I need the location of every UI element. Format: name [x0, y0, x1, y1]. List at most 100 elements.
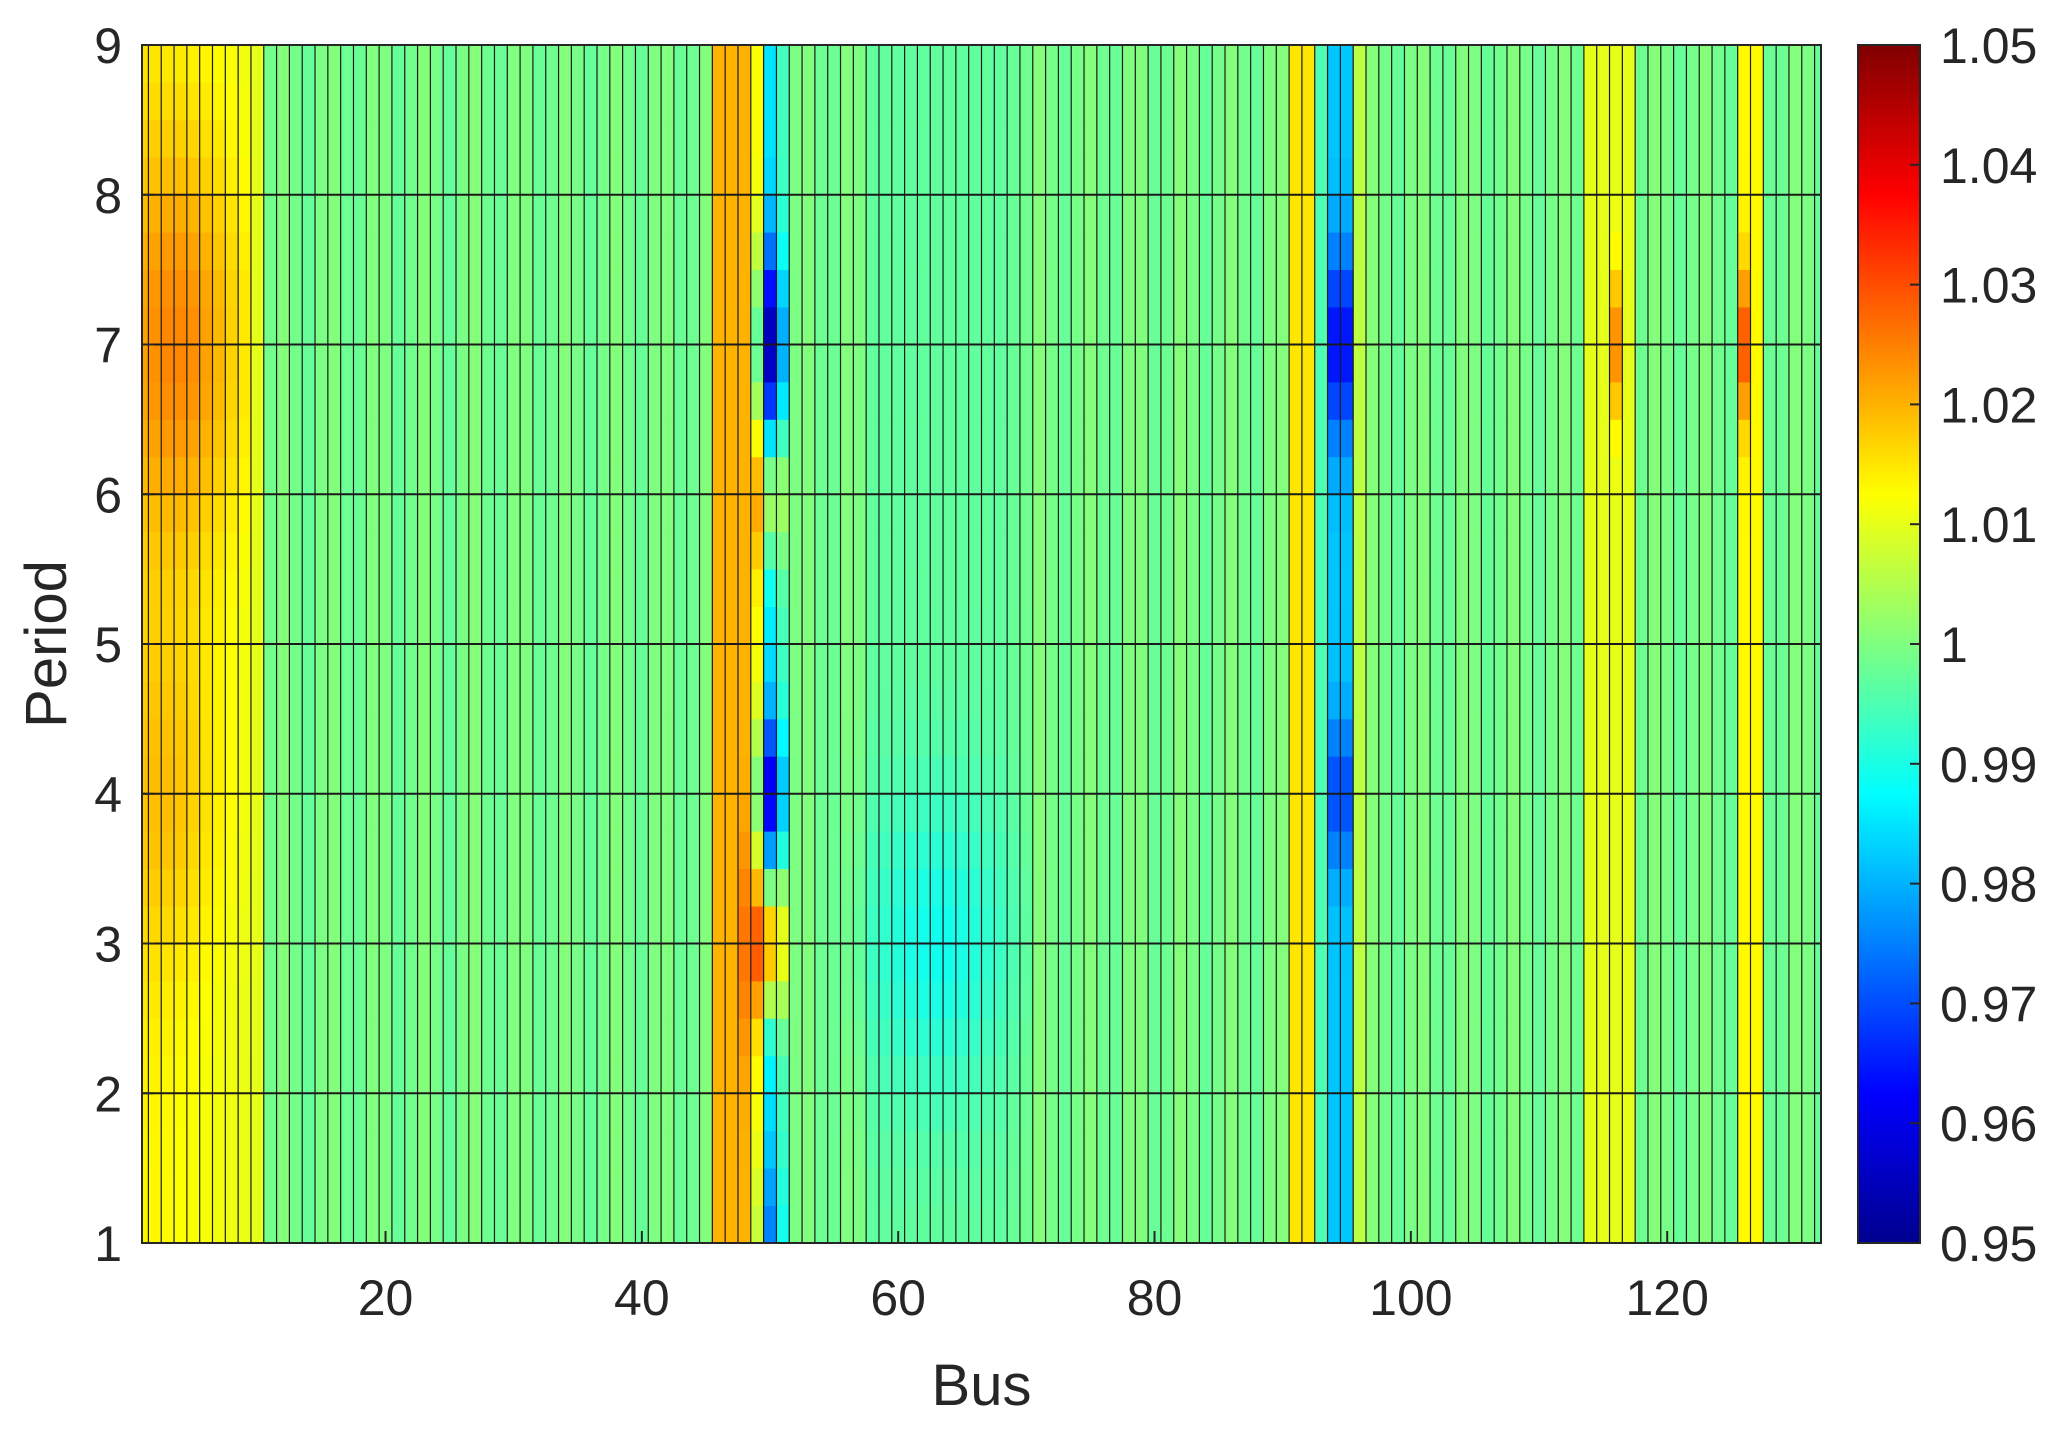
- heatmap-cell: [725, 831, 739, 870]
- heatmap-cell: [186, 644, 201, 682]
- heatmap-cell: [366, 119, 380, 158]
- heatmap-cell: [1673, 1205, 1687, 1244]
- heatmap-cell: [1122, 232, 1136, 271]
- heatmap-cell: [443, 831, 457, 870]
- heatmap-cell: [1609, 569, 1623, 607]
- heatmap-cell: [725, 606, 739, 645]
- heatmap-cell: [1724, 419, 1739, 458]
- heatmap-cell: [1058, 269, 1072, 308]
- heatmap-cell: [609, 906, 624, 944]
- heatmap-cell: [1699, 1093, 1713, 1132]
- heatmap-cell: [1724, 1130, 1739, 1169]
- heatmap-cell: [1545, 307, 1559, 345]
- heatmap-cell: [1699, 906, 1713, 944]
- heatmap-cell: [584, 606, 598, 645]
- heatmap-cell: [1263, 718, 1277, 757]
- heatmap-cell: [1712, 456, 1726, 495]
- heatmap-cell: [1237, 868, 1252, 907]
- heatmap-cell: [955, 1130, 970, 1169]
- heatmap-cell: [225, 269, 239, 308]
- heatmap-cell: [1506, 644, 1521, 682]
- heatmap-cell: [1340, 1018, 1354, 1057]
- heatmap-cell: [968, 269, 982, 308]
- heatmap-cell: [1404, 718, 1418, 757]
- heatmap-cell: [1071, 381, 1085, 420]
- heatmap-cell: [1545, 381, 1559, 420]
- heatmap-cell: [930, 793, 944, 832]
- heatmap-cell: [142, 157, 149, 196]
- heatmap-cell: [507, 531, 521, 570]
- heatmap-cell: [1314, 756, 1328, 795]
- heatmap-cell: [814, 232, 829, 271]
- heatmap-cell: [1289, 419, 1303, 458]
- heatmap-cell: [1045, 868, 1059, 907]
- heatmap-cell: [1366, 157, 1380, 196]
- heatmap-cell: [853, 756, 867, 795]
- heatmap-cell: [584, 906, 598, 944]
- heatmap-cell: [955, 456, 970, 495]
- heatmap-cell: [1558, 194, 1572, 233]
- heatmap-cell: [1532, 194, 1546, 233]
- heatmap-cell: [1314, 45, 1328, 83]
- heatmap-cell: [1468, 831, 1482, 870]
- heatmap-cell: [391, 381, 406, 420]
- heatmap-cell: [1442, 980, 1457, 1019]
- heatmap-cell: [1673, 831, 1687, 870]
- heatmap-cell: [1327, 1130, 1341, 1169]
- heatmap-cell: [443, 419, 457, 458]
- heatmap-cell: [327, 718, 342, 757]
- heatmap-cell: [814, 793, 829, 832]
- heatmap-cell: [1212, 157, 1226, 196]
- heatmap-cell: [955, 344, 970, 383]
- heatmap-cell: [712, 793, 726, 832]
- heatmap-cell: [417, 157, 431, 196]
- heatmap-cell: [853, 681, 867, 720]
- heatmap-cell: [1494, 756, 1508, 795]
- heatmap-cell: [1314, 307, 1328, 345]
- heatmap-cell: [340, 1018, 354, 1057]
- heatmap-cell: [1071, 531, 1085, 570]
- heatmap-cell: [673, 718, 688, 757]
- heatmap-cell: [1532, 980, 1546, 1019]
- heatmap-cell: [481, 82, 495, 121]
- heatmap-cell: [725, 45, 739, 83]
- heatmap-cell: [212, 232, 226, 271]
- heatmap-cell: [315, 344, 329, 383]
- heatmap-cell: [1712, 1018, 1726, 1057]
- heatmap-cell: [635, 194, 649, 233]
- heatmap-cell: [1391, 644, 1405, 682]
- heatmap-cell: [1571, 681, 1585, 720]
- heatmap-cell: [366, 381, 380, 420]
- heatmap-cell: [302, 980, 316, 1019]
- heatmap-cell: [174, 681, 188, 720]
- heatmap-cell: [968, 344, 982, 383]
- y-tick-label: 8: [94, 168, 122, 224]
- heatmap-cell: [142, 793, 149, 832]
- heatmap-cell: [1032, 1205, 1046, 1244]
- heatmap-cell: [904, 980, 918, 1019]
- heatmap-cell: [276, 82, 290, 121]
- heatmap-cell: [1583, 569, 1598, 607]
- heatmap-cell: [289, 494, 303, 533]
- heatmap-cell: [417, 681, 431, 720]
- heatmap-cell: [289, 1093, 303, 1132]
- heatmap-cell: [712, 269, 726, 308]
- heatmap-cell: [315, 1055, 329, 1094]
- heatmap-cell: [1212, 494, 1226, 533]
- heatmap-cell: [1045, 232, 1059, 271]
- heatmap-cell: [1712, 906, 1726, 944]
- heatmap-cell: [186, 943, 201, 982]
- heatmap-cell: [1391, 1018, 1405, 1057]
- heatmap-cell: [1558, 45, 1572, 83]
- heatmap-cell: [1596, 756, 1610, 795]
- heatmap-cell: [507, 232, 521, 271]
- heatmap-cell: [994, 1093, 1008, 1132]
- heatmap-cell: [507, 606, 521, 645]
- heatmap-cell: [1519, 419, 1534, 458]
- heatmap-cell: [1378, 1055, 1393, 1094]
- heatmap-cell: [648, 381, 662, 420]
- heatmap-cell: [917, 1093, 931, 1132]
- heatmap-cell: [1058, 718, 1072, 757]
- heatmap-cell: [1327, 980, 1341, 1019]
- heatmap-cell: [1327, 194, 1341, 233]
